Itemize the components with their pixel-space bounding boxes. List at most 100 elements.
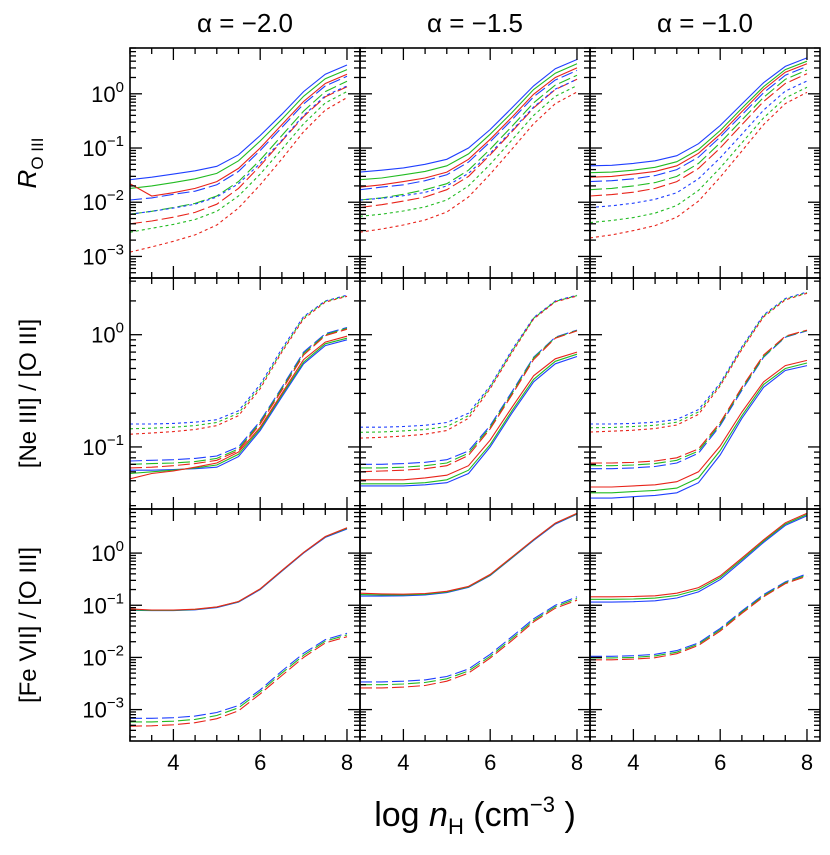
series-blue-long-dash xyxy=(590,330,808,470)
series-red-short-dash xyxy=(590,292,808,433)
series-red-long-dash xyxy=(130,86,348,225)
series-green-long-dash xyxy=(590,69,808,191)
series-red-short-dash xyxy=(130,97,348,253)
series-blue-short-dash xyxy=(130,294,348,425)
series-green-long-dash xyxy=(360,74,578,201)
x-tick-label: 4 xyxy=(167,750,179,775)
series-red-solid xyxy=(590,512,808,598)
x-tick-label: 4 xyxy=(397,750,409,775)
series-green-long-dash xyxy=(360,329,578,469)
series-green-long-dash xyxy=(590,329,808,467)
series-green-solid xyxy=(130,337,348,475)
panel xyxy=(129,47,361,279)
panel-frame xyxy=(359,277,591,510)
series-green-short-dash xyxy=(130,295,348,430)
series-red-long-dash xyxy=(130,328,348,469)
series-blue-long-dash xyxy=(130,75,348,201)
y-axis-label: [Ne III] / [O III] xyxy=(15,319,42,468)
panel xyxy=(129,508,361,742)
series-green-solid xyxy=(590,60,808,174)
series-red-solid xyxy=(130,73,348,197)
y-tick-label: 10−1 xyxy=(82,432,124,460)
column-title: α = −2.0 xyxy=(197,8,293,38)
y-axis-label: RO III xyxy=(12,138,47,189)
series-blue-short-dash xyxy=(360,294,578,428)
panel xyxy=(129,277,361,510)
series-red-long-dash xyxy=(360,599,578,689)
x-tick-label: 6 xyxy=(714,750,726,775)
series-blue-short-dash xyxy=(130,85,348,215)
series-blue-solid xyxy=(590,57,808,167)
series-red-solid xyxy=(590,63,808,178)
panel xyxy=(359,277,591,510)
series-green-long-dash xyxy=(590,574,808,659)
series-blue-long-dash xyxy=(360,69,578,191)
panel-frame xyxy=(359,47,591,279)
series-blue-solid xyxy=(360,355,578,487)
series-blue-solid xyxy=(590,515,808,603)
x-tick-label: 8 xyxy=(571,750,583,775)
series-green-solid xyxy=(360,353,578,485)
series-blue-short-dash xyxy=(590,80,808,209)
series-red-short-dash xyxy=(360,91,578,233)
series-green-solid xyxy=(130,69,348,189)
y-axis-label: [Fe VII] / [O III] xyxy=(15,547,42,703)
series-blue-solid xyxy=(130,339,348,471)
series-blue-solid xyxy=(360,58,578,173)
panel xyxy=(589,508,821,742)
series-green-long-dash xyxy=(130,327,348,465)
x-tick-label: 4 xyxy=(627,750,639,775)
series-blue-short-dash xyxy=(590,291,808,425)
series-green-short-dash xyxy=(590,86,808,224)
series-blue-short-dash xyxy=(360,78,578,201)
x-tick-label: 6 xyxy=(254,750,266,775)
series-green-short-dash xyxy=(360,85,578,217)
series-green-solid xyxy=(590,362,808,494)
panel-frame xyxy=(129,277,361,510)
series-blue-solid xyxy=(590,365,808,499)
series-red-long-dash xyxy=(590,329,808,464)
y-tick-label: 100 xyxy=(91,79,124,107)
series-blue-solid xyxy=(360,513,578,597)
series-blue-long-dash xyxy=(590,65,808,183)
y-tick-label: 10−2 xyxy=(82,642,124,670)
series-red-long-dash xyxy=(590,575,808,661)
series-green-long-dash xyxy=(130,634,348,723)
series-red-short-dash xyxy=(590,91,808,239)
series-red-long-dash xyxy=(360,78,578,209)
series-red-short-dash xyxy=(130,295,348,435)
y-tick-label: 10−1 xyxy=(82,590,124,618)
series-green-short-dash xyxy=(130,91,348,233)
series-red-solid xyxy=(590,359,808,488)
series-blue-long-dash xyxy=(360,596,578,683)
series-red-solid xyxy=(360,512,578,595)
series-red-short-dash xyxy=(360,295,578,439)
y-tick-label: 100 xyxy=(91,538,124,566)
panel-frame xyxy=(359,508,591,742)
series-green-long-dash xyxy=(360,597,578,686)
series-green-short-dash xyxy=(590,292,808,429)
y-tick-label: 10−3 xyxy=(82,695,124,723)
x-tick-label: 8 xyxy=(341,750,353,775)
series-green-solid xyxy=(590,513,808,600)
series-red-solid xyxy=(360,351,578,481)
x-tick-label: 6 xyxy=(484,750,496,775)
series-green-solid xyxy=(360,63,578,181)
series-red-solid xyxy=(360,67,578,188)
series-red-long-dash xyxy=(590,73,808,197)
x-tick-label: 8 xyxy=(801,750,813,775)
series-blue-long-dash xyxy=(590,573,808,657)
series-blue-solid xyxy=(130,528,348,612)
series-blue-long-dash xyxy=(360,329,578,465)
y-tick-label: 100 xyxy=(91,320,124,348)
series-green-solid xyxy=(130,527,348,611)
panel xyxy=(359,47,591,279)
series-red-long-dash xyxy=(130,636,348,727)
panel xyxy=(359,508,591,742)
series-red-long-dash xyxy=(360,330,578,473)
column-title: α = −1.0 xyxy=(657,8,753,38)
series-blue-solid xyxy=(130,64,348,181)
column-title: α = −1.5 xyxy=(427,8,523,38)
series-blue-long-dash xyxy=(130,326,348,462)
